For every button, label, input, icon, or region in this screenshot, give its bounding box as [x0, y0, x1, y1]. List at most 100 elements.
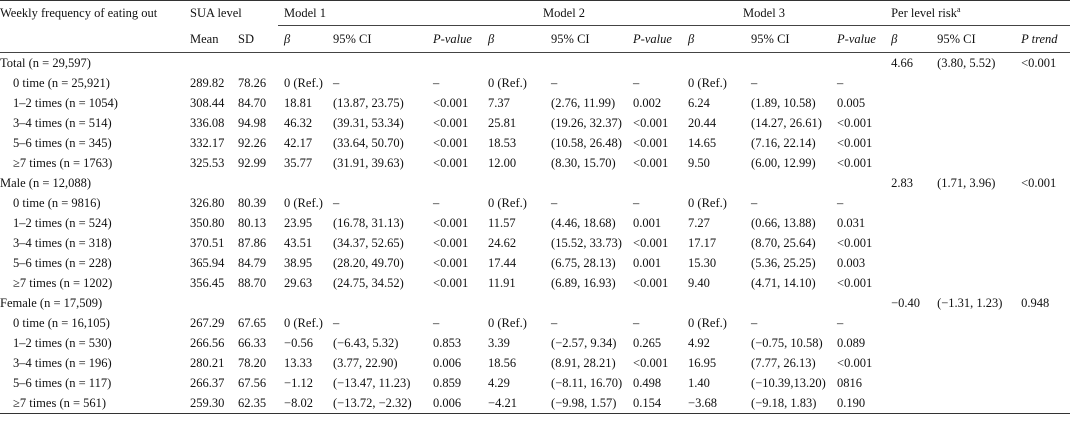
model2-beta-cell: −4.21 — [488, 393, 544, 414]
mean-header: Mean — [190, 25, 238, 53]
header-row-1: Weekly frequency of eating out SUA level… — [0, 0, 1071, 26]
model2-ci-cell: (6.89, 16.93) — [551, 276, 616, 290]
model2-ci-cell: (6.75, 28.13) — [551, 256, 616, 270]
sd-cell: 88.70 — [238, 276, 267, 290]
model3-beta-cell — [688, 53, 743, 74]
model1-beta-cell — [278, 53, 333, 74]
mean-cell: 289.82 — [190, 76, 225, 90]
sd-cell: 62.35 — [238, 393, 279, 414]
per-level-ptrend-cell — [1017, 153, 1070, 173]
sd-cell: 84.70 — [238, 96, 267, 110]
row-label: Total (n = 29,597) — [0, 56, 91, 70]
model3-beta-cell: 9.50 — [688, 156, 710, 170]
row-label: ≥7 times (n = 1763) — [13, 156, 113, 170]
model2-beta-cell: 0 (Ref.) — [488, 316, 527, 330]
model1-pvalue-cell: <0.001 — [433, 136, 469, 150]
table-row: 5–6 times (n = 345) 332.17 92.26 42.17 (33.6… — [0, 133, 1070, 153]
per-level-ci-cell — [933, 113, 1017, 133]
model1-pvalue-header: P-value — [433, 25, 489, 53]
model2-beta-cell: 3.39 — [488, 336, 510, 350]
model2-beta-cell: 17.44 — [488, 256, 517, 270]
model3-pvalue-cell: <0.001 — [837, 156, 873, 170]
model1-ci-cell — [333, 53, 433, 74]
table-row: 0 time (n = 25,921) 289.82 78.26 0 (Ref.) – –… — [0, 73, 1070, 93]
per-level-ci-cell — [933, 193, 1017, 213]
model1-beta-cell: 43.51 — [284, 236, 313, 250]
per-level-beta-cell — [891, 233, 933, 253]
model2-ci-cell: (15.52, 33.73) — [551, 236, 622, 250]
model3-ci-cell — [743, 293, 837, 313]
model3-beta-cell: 16.95 — [688, 356, 717, 370]
model3-ci-cell: (−9.18, 1.83) — [743, 393, 838, 414]
model1-beta-header: β — [278, 25, 334, 53]
model3-beta-cell: 0 (Ref.) — [688, 316, 727, 330]
model2-ci-cell: – — [551, 76, 558, 90]
model3-beta-cell: 1.40 — [688, 376, 710, 390]
per-level-ci-cell: (3.80, 5.52) — [937, 56, 996, 70]
model1-ci-cell: (−6.43, 5.32) — [333, 336, 399, 350]
model2-beta-cell — [488, 53, 543, 74]
model3-pvalue-cell: <0.001 — [837, 236, 873, 250]
model1-pvalue-cell: – — [433, 196, 440, 210]
model1-pvalue-cell: – — [433, 316, 440, 330]
model3-ci-cell: (14.27, 26.61) — [751, 116, 822, 130]
per-level-ci-cell — [933, 153, 1017, 173]
table-row: 0 time (n = 9816) 326.80 80.39 0 (Ref.) – –0 … — [0, 193, 1070, 213]
per-level-ci-cell — [933, 73, 1017, 93]
model2-pvalue-cell: <0.001 — [633, 276, 669, 290]
model3-ci-cell: (5.36, 25.25) — [751, 256, 816, 270]
model2-beta-cell — [488, 293, 543, 313]
per-level-beta-cell — [891, 133, 933, 153]
per-level-beta-cell: −0.40 — [891, 296, 920, 310]
sd-cell: 67.65 — [238, 316, 267, 330]
model3-pvalue-cell: 0.089 — [837, 336, 866, 350]
model3-ci-cell: – — [751, 196, 758, 210]
per-level-beta-cell: 4.66 — [891, 56, 913, 70]
per-level-ptrend-cell — [1017, 253, 1070, 273]
model1-pvalue-cell — [433, 53, 488, 74]
model1-beta-cell: −1.12 — [284, 376, 313, 390]
sd-cell: 80.13 — [238, 216, 267, 230]
model1-beta-cell: 29.63 — [284, 276, 313, 290]
per-level-ptrend-cell — [1017, 373, 1070, 393]
row-label-header-blank — [0, 25, 190, 53]
model2-beta-cell — [488, 173, 543, 193]
per-level-ptrend-cell — [1017, 313, 1070, 333]
model2-pvalue-cell: 0.002 — [633, 96, 662, 110]
model3-ci-cell: (−0.75, 10.58) — [751, 336, 823, 350]
model2-ci-cell: (8.30, 15.70) — [551, 156, 616, 170]
model1-pvalue-cell: <0.001 — [433, 96, 469, 110]
model1-beta-cell — [278, 293, 333, 313]
table-row: 1–2 times (n = 1054) 308.44 84.70 18.81 (13.… — [0, 93, 1070, 113]
mean-cell: 365.94 — [190, 256, 225, 270]
row-label: 0 time (n = 16,105) — [13, 316, 110, 330]
sd-header: SD — [238, 25, 279, 53]
model1-pvalue-cell: <0.001 — [433, 156, 469, 170]
model2-beta-cell: 4.29 — [488, 376, 510, 390]
row-label: 5–6 times (n = 228) — [13, 256, 112, 270]
model1-ci-cell: (16.78, 31.13) — [333, 216, 404, 230]
model3-pvalue-cell — [837, 293, 891, 313]
mean-cell: 308.44 — [190, 96, 225, 110]
sd-cell: 78.26 — [238, 76, 267, 90]
table-row: 3–4 times (n = 514) 336.08 94.98 46.32 (39.3… — [0, 113, 1070, 133]
model3-beta-cell: 0 (Ref.) — [688, 76, 727, 90]
model1-ci-cell: (−13.72, −2.32) — [333, 393, 434, 414]
sd-cell — [238, 53, 278, 74]
per-level-beta-cell — [891, 353, 933, 373]
model2-pvalue-cell: – — [633, 76, 640, 90]
per-level-ptrend-cell — [1017, 393, 1071, 414]
per-level-ptrend-cell — [1017, 333, 1070, 353]
model3-pvalue-cell: <0.001 — [837, 356, 873, 370]
model1-ci-header: 95% CI — [333, 25, 434, 53]
model1-beta-cell: 23.95 — [284, 216, 313, 230]
model2-pvalue-cell — [633, 293, 688, 313]
model1-beta-cell — [278, 173, 333, 193]
model1-pvalue-cell: 0.853 — [433, 336, 462, 350]
per-level-beta-cell — [891, 113, 933, 133]
mean-cell: 280.21 — [190, 356, 225, 370]
model2-ci-cell — [543, 293, 633, 313]
row-label: 3–4 times (n = 318) — [13, 236, 112, 250]
per-level-ci-header: 95% CI — [933, 25, 1018, 53]
model3-beta-header: β — [688, 25, 744, 53]
